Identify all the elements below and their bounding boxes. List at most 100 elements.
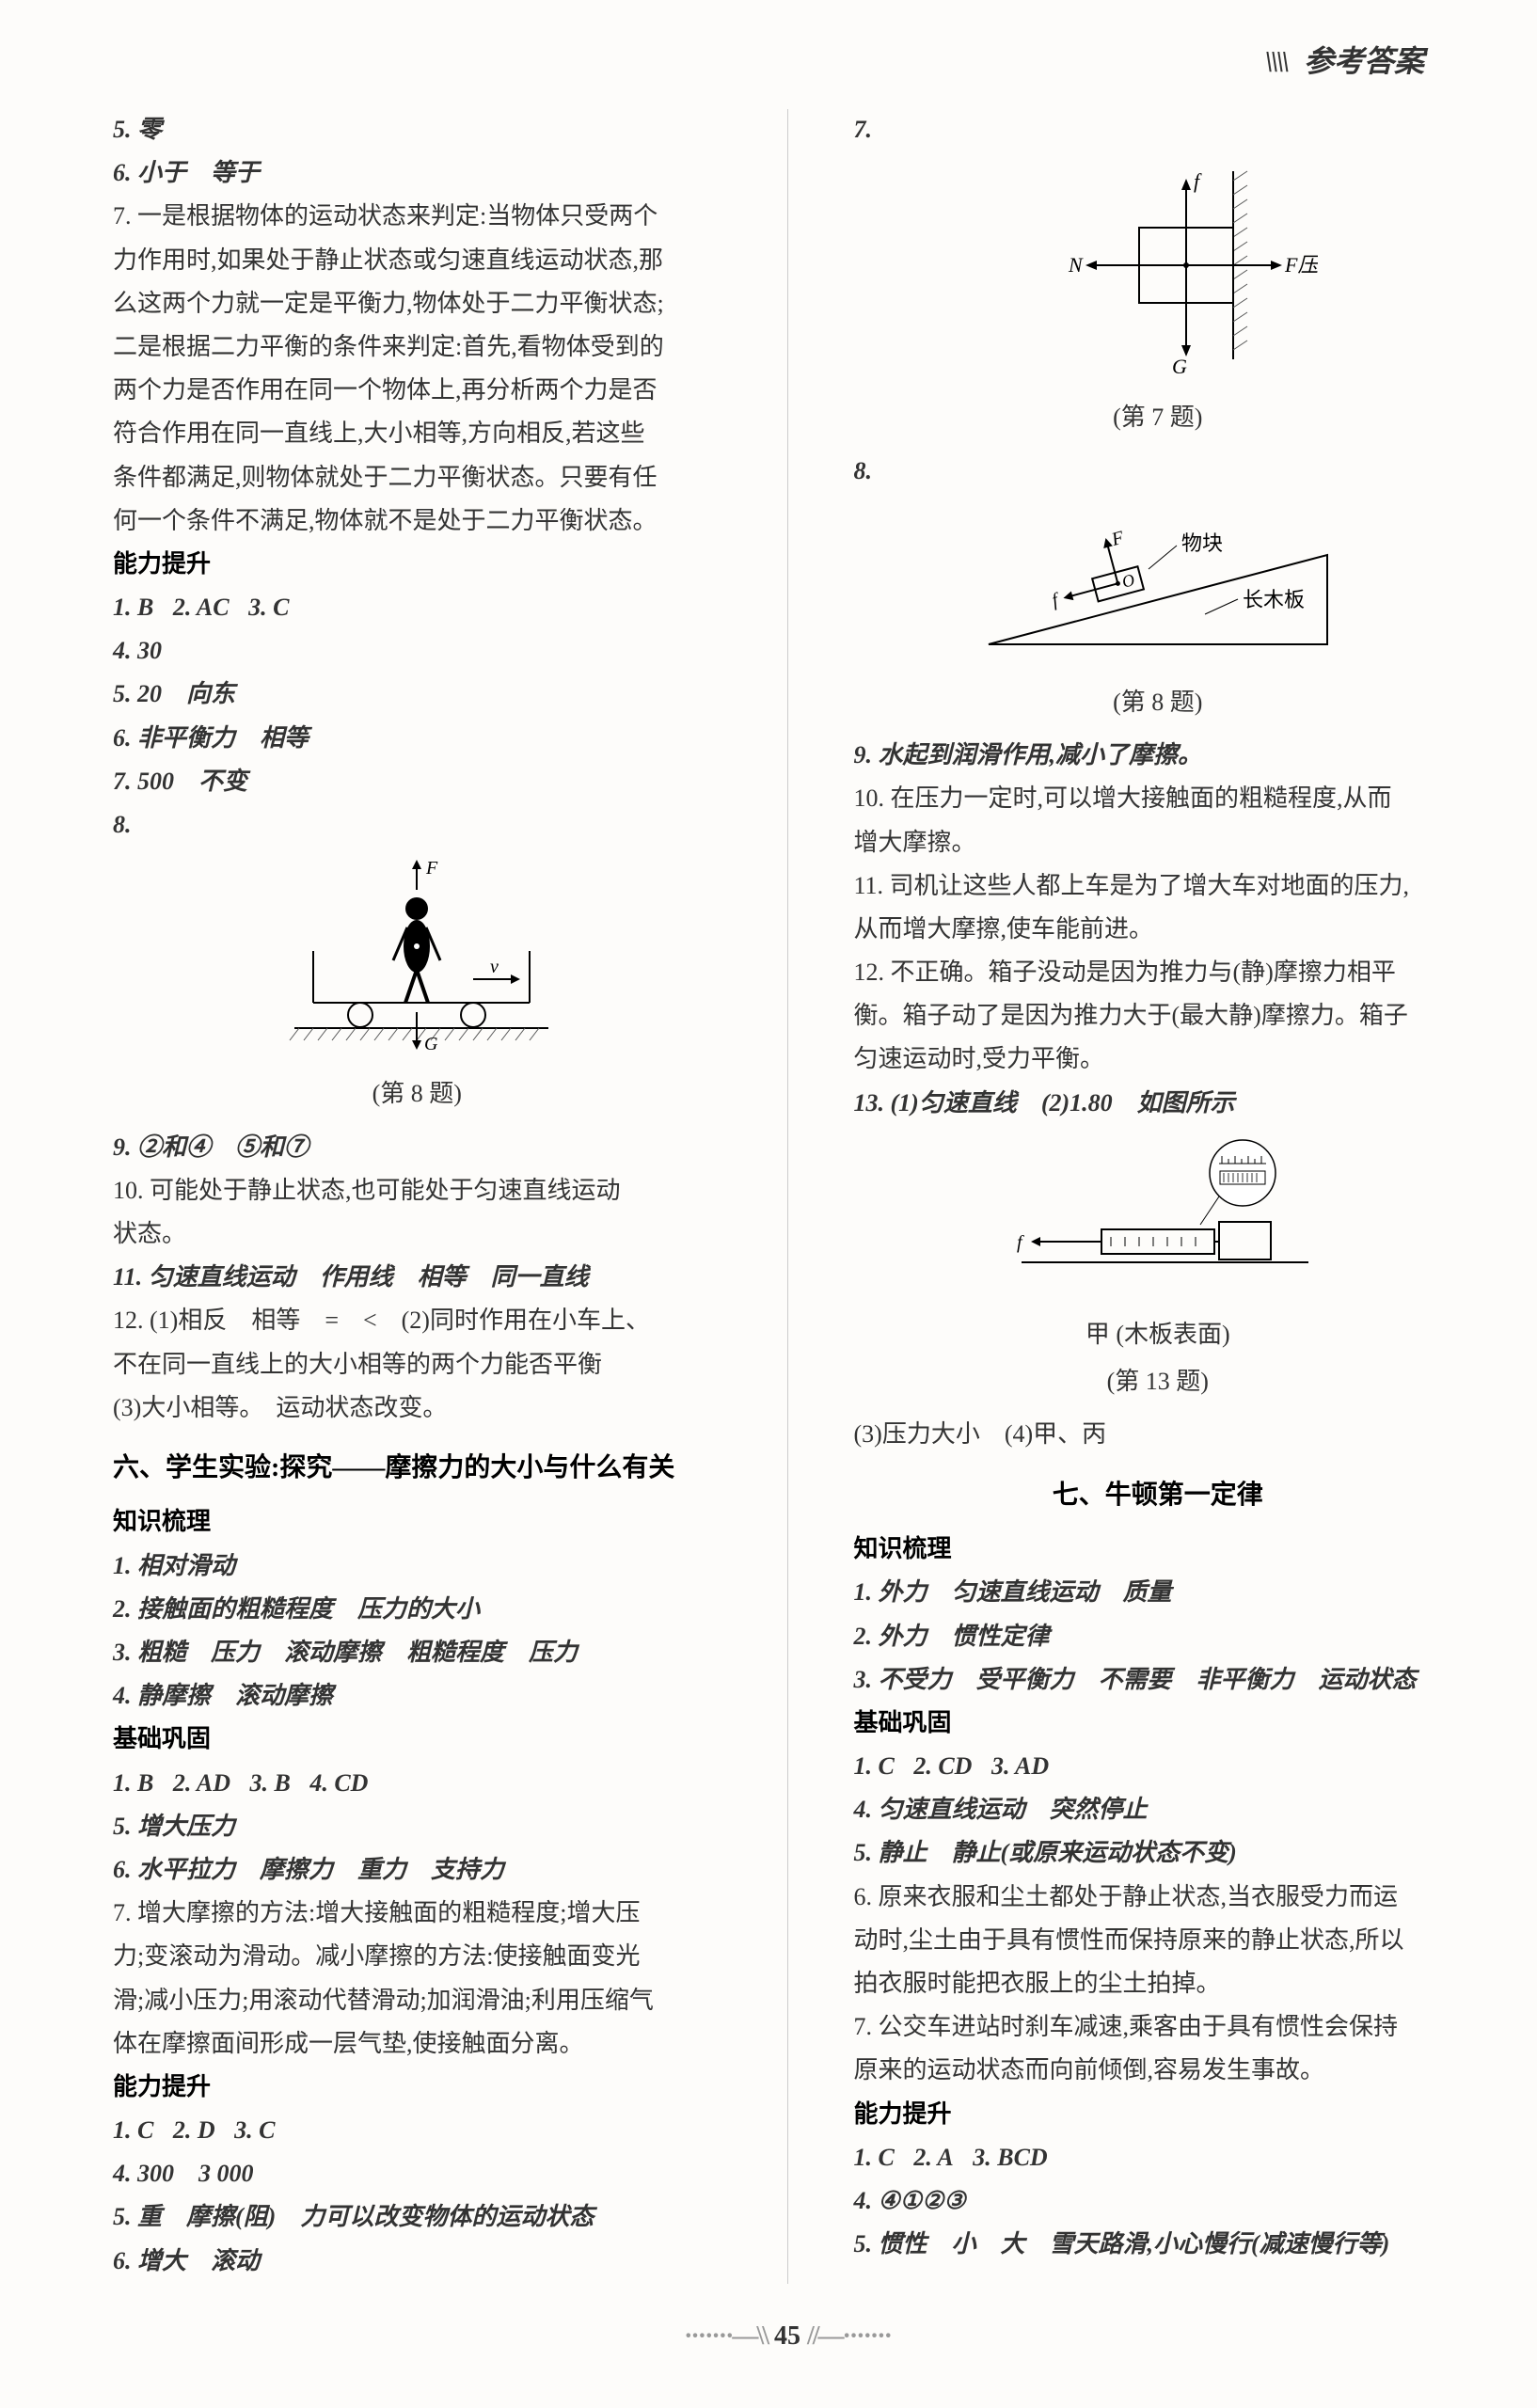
text-line: 么这两个力就一定是平衡力,物体处于二力平衡状态;: [113, 283, 721, 325]
figure-13-svg: f: [979, 1135, 1337, 1295]
section-heading: 能力提升: [113, 544, 721, 585]
text-line: 7. 增大摩擦的方法:增大接触面的粗糙程度;增大压: [113, 1893, 721, 1934]
answer: 1. C: [854, 2144, 895, 2171]
figure-label: (第 13 题): [854, 1361, 1463, 1402]
label-G: G: [1172, 355, 1187, 378]
answer: 2. 外力 惯性定律: [854, 1616, 1463, 1657]
figure-label: (第 8 题): [854, 682, 1463, 723]
text-line: 衡。箱子动了是因为推力大于(最大静)摩擦力。箱子: [854, 995, 1463, 1037]
text-line: 体在摩擦面间形成一层气垫,使接触面分离。: [113, 2023, 721, 2065]
answer: 6. 非平衡力 相等: [113, 718, 721, 759]
text-line: 拍衣服时能把衣服上的尘土拍掉。: [854, 1963, 1463, 2004]
answer: 4. CD: [309, 1769, 368, 1797]
answer: 1. B: [113, 594, 153, 621]
header-decoration: \\\\: [1264, 44, 1287, 79]
answer: 3. C: [248, 594, 289, 621]
answer-row: 1. B 2. AD 3. B 4. CD: [113, 1763, 721, 1804]
answer-row: 1. C 2. CD 3. AD: [854, 1746, 1463, 1787]
answer: 9. ②和④ ⑤和⑦: [113, 1127, 721, 1168]
footer-decor-right: //—·······: [807, 2321, 891, 2351]
label-wukuai: 物块: [1181, 531, 1223, 555]
text-line: 符合作用在同一直线上,大小相等,方向相反,若这些: [113, 413, 721, 454]
answer: 1. C: [854, 1752, 895, 1780]
svg-text:O: O: [1119, 570, 1136, 592]
text-line: (3)大小相等。 运动状态改变。: [113, 1387, 721, 1429]
header-title: 参考答案: [1304, 44, 1424, 78]
text-line: 条件都满足,则物体就处于二力平衡状态。只要有任: [113, 457, 721, 499]
figure-7-svg: f N F压 G: [998, 162, 1318, 378]
page-number: 45: [774, 2321, 800, 2351]
text-line: 原来的运动状态而向前倾倒,容易发生事故。: [854, 2050, 1463, 2091]
figure-13: f: [854, 1135, 1463, 1403]
right-column: 7.: [845, 109, 1463, 2284]
answer: 2. D: [173, 2116, 215, 2144]
figure-8-right: 长木板 F f: [854, 503, 1463, 723]
answer: 3. C: [234, 2116, 275, 2144]
answer: 3. 粗糙 压力 滚动摩擦 粗糙程度 压力: [113, 1632, 721, 1673]
svg-text:f: f: [1017, 1232, 1024, 1253]
answer: 2. A: [913, 2144, 953, 2171]
section-heading: 基础巩固: [113, 1719, 721, 1760]
answer: 1. 外力 匀速直线运动 质量: [854, 1572, 1463, 1613]
figure-label: (第 8 题): [113, 1073, 721, 1115]
answer: 5. 惯性 小 大 雪天路滑,小心慢行(减速慢行等): [854, 2224, 1463, 2265]
label-N: N: [1068, 253, 1084, 277]
text-line: 状态。: [113, 1213, 721, 1255]
svg-text:F: F: [1108, 527, 1126, 550]
section-heading: 能力提升: [113, 2067, 721, 2108]
section-heading: 知识梳理: [113, 1501, 721, 1543]
figure-8-svg: F v G: [276, 857, 558, 1054]
page-container: \\\\ 参考答案 5. 零 6. 小于 等于 7. 一是根据物体的运动状态来判…: [0, 0, 1537, 2408]
text-line: 7. 一是根据物体的运动状态来判定:当物体只受两个: [113, 196, 721, 237]
text-line: 两个力是否作用在同一个物体上,再分析两个力是否: [113, 370, 721, 411]
answer: 3. B: [250, 1769, 291, 1797]
answer: 6. 水平拉力 摩擦力 重力 支持力: [113, 1849, 721, 1891]
figure-label: 甲 (木板表面): [854, 1314, 1463, 1355]
left-column: 5. 零 6. 小于 等于 7. 一是根据物体的运动状态来判定:当物体只受两个 …: [113, 109, 731, 2284]
label-Fya: F压: [1284, 253, 1318, 277]
text-line: 滑;减小压力;用滚动代替滑动;加润滑油;利用压缩气: [113, 1980, 721, 2021]
item-num: 5. 零: [113, 116, 162, 143]
text-line: 增大摩擦。: [854, 822, 1463, 863]
answer: 7. 500 不变: [113, 761, 721, 802]
svg-text:G: G: [424, 1034, 438, 1054]
section-heading: 基础巩固: [854, 1703, 1463, 1744]
text-line: 10. 可能处于静止状态,也可能处于匀速直线运动: [113, 1170, 721, 1212]
text-line: 6. 原来衣服和尘土都处于静止状态,当衣服受力而运: [854, 1877, 1463, 1918]
answer: 4. 静摩擦 滚动摩擦: [113, 1675, 721, 1717]
answer: 5. 静止 静止(或原来运动状态不变): [854, 1832, 1463, 1874]
chapter-heading: 七、牛顿第一定律: [854, 1473, 1463, 1518]
answer: 4. ④①②③: [854, 2180, 1463, 2222]
page-footer: ·······—\\ 45 //—·······: [113, 2321, 1462, 2352]
figure-label: (第 7 题): [854, 397, 1463, 438]
answer-row: 1. B 2. AC 3. C: [113, 587, 721, 628]
answer: 6. 增大 滚动: [113, 2241, 721, 2282]
section-heading: 知识梳理: [854, 1529, 1463, 1570]
answer: 7.: [854, 109, 1463, 150]
svg-text:F: F: [425, 858, 438, 879]
answer: 3. 不受力 受平衡力 不需要 非平衡力 运动状态: [854, 1659, 1463, 1701]
answer: 2. AD: [173, 1769, 230, 1797]
answer: 2. AC: [173, 594, 230, 621]
item-num: 6. 小于 等于: [113, 159, 260, 186]
figure-7: f N F压 G (第 7 题): [854, 162, 1463, 438]
text-line: (3)压力大小 (4)甲、丙: [854, 1414, 1463, 1455]
answer: 8.: [113, 804, 721, 846]
answer: 13. (1)匀速直线 (2)1.80 如图所示: [854, 1083, 1463, 1124]
text-line: 12. (1)相反 相等 = < (2)同时作用在小车上、: [113, 1300, 721, 1341]
label-board: 长木板: [1243, 588, 1305, 611]
label-f: f: [1194, 169, 1202, 193]
text-line: 11. 司机让这些人都上车是为了增大车对地面的压力,: [854, 865, 1463, 907]
text-line: 12. 不正确。箱子没动是因为推力与(静)摩擦力相平: [854, 952, 1463, 993]
answer: 4. 匀速直线运动 突然停止: [854, 1789, 1463, 1830]
answer: 5. 增大压力: [113, 1806, 721, 1847]
answer: 4. 30: [113, 630, 721, 672]
svg-text:v: v: [490, 957, 499, 977]
section-heading: 能力提升: [854, 2094, 1463, 2135]
text-line: 二是根据二力平衡的条件来判定:首先,看物体受到的: [113, 326, 721, 368]
text-line: 7. 公交车进站时刹车减速,乘客由于具有惯性会保持: [854, 2006, 1463, 2048]
text-line: 匀速运动时,受力平衡。: [854, 1038, 1463, 1080]
answer: 5. 重 摩擦(阻) 力可以改变物体的运动状态: [113, 2196, 721, 2238]
answer: 5. 20 向东: [113, 673, 721, 715]
answer: 2. 接触面的粗糙程度 压力的大小: [113, 1589, 721, 1630]
